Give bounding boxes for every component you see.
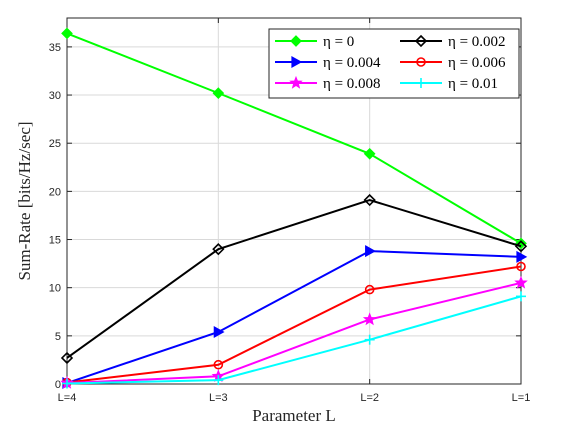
legend-entry: η = 0.008: [275, 75, 381, 92]
legend-entry: η = 0.004: [275, 55, 381, 71]
y-tick-label: 0: [55, 379, 61, 391]
data-point: [364, 284, 375, 295]
plot-area: [66, 17, 522, 385]
series-3: [62, 261, 526, 388]
data-point: [213, 325, 225, 339]
series-1: [60, 193, 528, 365]
data-point: [516, 261, 526, 272]
series-line: [66, 32, 522, 245]
legend-marker: [291, 55, 303, 69]
data-point: [364, 334, 375, 345]
data-point: [213, 375, 224, 386]
y-axis-label: Sum-Rate [bits/Hz/sec]: [15, 121, 34, 280]
legend-marker: [290, 35, 302, 47]
x-tick-label: L=1: [512, 392, 531, 404]
data-point: [516, 291, 526, 302]
series-4: [60, 275, 528, 389]
x-tick-label: L=4: [58, 392, 77, 404]
data-point: [212, 87, 225, 99]
data-point: [365, 245, 376, 258]
data-point: [60, 351, 74, 365]
series-line: [66, 250, 522, 384]
x-axis-label: Parameter L: [252, 406, 336, 425]
legend-marker: [416, 57, 426, 67]
legend-label: η = 0.002: [448, 34, 506, 50]
y-tick-label: 20: [49, 186, 61, 198]
legend-entry: η = 0: [275, 34, 354, 50]
y-tick-label: 30: [49, 90, 61, 102]
x-tick-label: L=2: [360, 392, 379, 404]
data-point: [62, 378, 72, 389]
series-line: [66, 281, 522, 385]
legend-label: η = 0.006: [448, 55, 506, 71]
series-line: [66, 198, 522, 359]
y-tick-label: 15: [49, 235, 61, 247]
legend-entry: η = 0.01: [400, 76, 498, 92]
legend-label: η = 0: [323, 34, 354, 50]
data-point: [362, 312, 377, 326]
legend-label: η = 0.01: [448, 76, 498, 92]
data-point: [516, 250, 528, 263]
data-point: [61, 27, 73, 40]
series-layer: [60, 27, 528, 390]
legend-entry: η = 0.006: [400, 55, 506, 71]
legend-label: η = 0.004: [323, 55, 381, 71]
legend-marker: [416, 78, 426, 88]
data-point: [363, 147, 376, 160]
data-point: [514, 275, 528, 289]
y-tick-label: 10: [49, 283, 61, 295]
y-tick-label: 5: [55, 331, 61, 343]
data-point: [363, 193, 376, 207]
legend-marker: [414, 34, 428, 48]
data-point: [212, 243, 225, 256]
series-5: [62, 291, 526, 389]
x-axis-ticks: L=4 L=3 L=2 L=1: [58, 18, 531, 404]
legend-label: η = 0.008: [323, 76, 381, 92]
data-point: [213, 359, 224, 370]
y-tick-label: 25: [49, 138, 61, 150]
series-line: [66, 265, 522, 384]
y-tick-label: 35: [49, 42, 61, 54]
series-2: [62, 245, 528, 390]
legend-entry: η = 0.002: [400, 34, 506, 50]
series-line: [66, 295, 522, 385]
data-point: [514, 240, 528, 253]
legend: η = 0 η = 0.002 η = 0.004 η = 0.006 η = 0.00…: [268, 28, 520, 99]
x-tick-label: L=3: [209, 392, 228, 404]
legend-marker: [289, 75, 303, 89]
